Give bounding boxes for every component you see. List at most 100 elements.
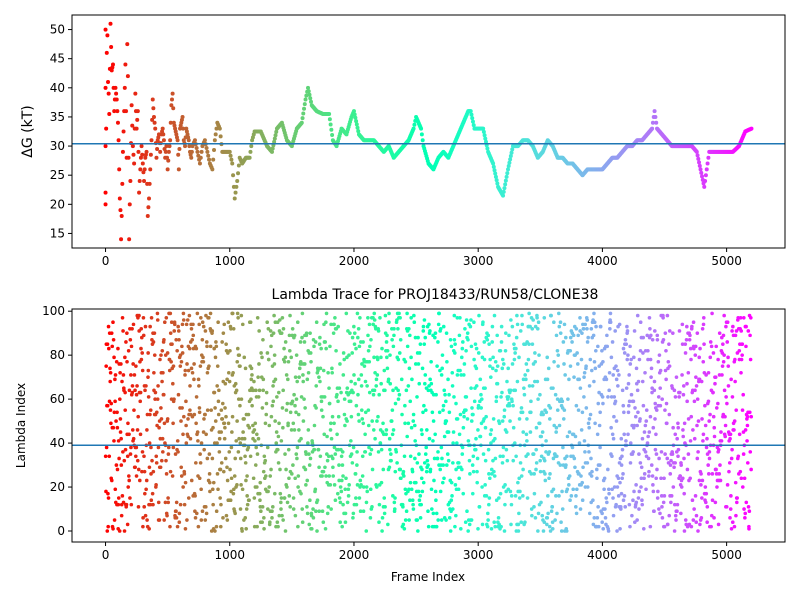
lambda-point bbox=[647, 474, 651, 478]
lambda-point bbox=[226, 320, 231, 324]
lambda-point bbox=[379, 447, 384, 452]
delta-g-point bbox=[508, 154, 513, 159]
lambda-point bbox=[243, 366, 248, 371]
lambda-point bbox=[698, 522, 702, 527]
lambda-point bbox=[114, 463, 119, 467]
lambda-point bbox=[223, 381, 228, 386]
lambda-point bbox=[616, 494, 621, 498]
lambda-point bbox=[201, 324, 206, 329]
lambda-point bbox=[202, 447, 206, 452]
lambda-point bbox=[669, 500, 673, 505]
lambda-point bbox=[671, 331, 675, 335]
lambda-point bbox=[697, 478, 702, 483]
lambda-point bbox=[370, 467, 375, 472]
lambda-point bbox=[454, 513, 458, 518]
lambda-point bbox=[527, 342, 531, 346]
lambda-point bbox=[592, 379, 596, 384]
lambda-point bbox=[233, 381, 238, 386]
lambda-point bbox=[705, 520, 709, 525]
lambda-point bbox=[442, 388, 447, 393]
lambda-point bbox=[654, 408, 659, 412]
lambda-point bbox=[259, 509, 263, 514]
lambda-point bbox=[681, 384, 686, 388]
lambda-x-tick-label: 1000 bbox=[214, 548, 245, 562]
delta-g-point bbox=[166, 149, 171, 154]
lambda-point bbox=[257, 362, 261, 366]
lambda-point bbox=[489, 441, 493, 445]
lambda-point bbox=[124, 502, 129, 507]
lambda-point bbox=[280, 406, 285, 410]
lambda-point bbox=[149, 445, 153, 450]
lambda-point bbox=[372, 355, 376, 360]
lambda-point bbox=[507, 333, 511, 338]
lambda-point bbox=[279, 507, 283, 511]
lambda-point bbox=[261, 377, 266, 382]
lambda-point bbox=[141, 333, 146, 338]
lambda-point bbox=[355, 311, 360, 316]
lambda-point bbox=[269, 344, 273, 349]
lambda-point bbox=[738, 315, 743, 320]
lambda-point bbox=[441, 403, 446, 408]
lambda-point bbox=[555, 454, 559, 459]
lambda-point bbox=[337, 478, 341, 483]
lambda-point bbox=[704, 500, 708, 505]
lambda-point bbox=[345, 419, 349, 423]
lambda-point bbox=[397, 311, 401, 316]
lambda-point bbox=[168, 524, 172, 529]
delta-g-point bbox=[471, 123, 476, 128]
lambda-point bbox=[162, 320, 167, 324]
lambda-point bbox=[726, 355, 730, 360]
delta-g-point bbox=[132, 161, 137, 166]
lambda-point bbox=[624, 342, 629, 346]
lambda-point bbox=[679, 463, 683, 467]
lambda-point bbox=[672, 388, 677, 393]
lambda-point bbox=[243, 516, 248, 520]
lambda-point bbox=[625, 357, 630, 362]
lambda-point bbox=[113, 399, 117, 404]
lambda-point bbox=[323, 527, 328, 531]
lambda-point bbox=[475, 469, 479, 474]
lambda-point bbox=[513, 351, 517, 355]
lambda-point bbox=[545, 377, 550, 382]
lambda-point bbox=[184, 399, 188, 404]
lambda-point bbox=[474, 366, 479, 371]
lambda-point bbox=[118, 397, 122, 401]
lambda-point bbox=[514, 454, 518, 459]
lambda-point bbox=[635, 313, 640, 318]
lambda-panel: Lambda Trace for PROJ18433/RUN58/CLONE38… bbox=[14, 287, 786, 584]
lambda-point bbox=[541, 529, 546, 533]
lambda-point bbox=[420, 467, 424, 472]
lambda-point bbox=[351, 445, 356, 450]
lambda-point bbox=[730, 447, 734, 452]
lambda-point bbox=[561, 445, 565, 450]
lambda-point bbox=[202, 417, 206, 421]
lambda-point bbox=[349, 414, 354, 419]
delta-g-y-tick-label: 50 bbox=[50, 23, 65, 37]
lambda-point bbox=[447, 516, 452, 520]
lambda-point bbox=[736, 315, 740, 320]
lambda-point bbox=[171, 445, 176, 450]
lambda-point bbox=[733, 480, 738, 485]
lambda-point bbox=[226, 421, 231, 426]
delta-g-point bbox=[187, 144, 192, 149]
lambda-point bbox=[700, 417, 704, 421]
lambda-point bbox=[514, 335, 519, 340]
lambda-point bbox=[255, 485, 259, 489]
lambda-point bbox=[408, 333, 412, 338]
lambda-point bbox=[488, 364, 492, 368]
lambda-point bbox=[158, 357, 162, 362]
lambda-point bbox=[165, 351, 170, 355]
lambda-point bbox=[260, 355, 264, 360]
delta-g-point bbox=[154, 155, 159, 160]
lambda-point bbox=[366, 408, 371, 412]
lambda-point bbox=[627, 373, 631, 377]
lambda-point bbox=[126, 421, 130, 426]
lambda-point bbox=[150, 491, 155, 496]
lambda-point bbox=[375, 357, 380, 362]
lambda-point bbox=[629, 357, 633, 362]
lambda-point bbox=[239, 483, 243, 487]
lambda-point bbox=[311, 337, 316, 342]
lambda-point bbox=[653, 401, 658, 406]
delta-g-point bbox=[303, 97, 308, 102]
lambda-point bbox=[385, 333, 389, 338]
